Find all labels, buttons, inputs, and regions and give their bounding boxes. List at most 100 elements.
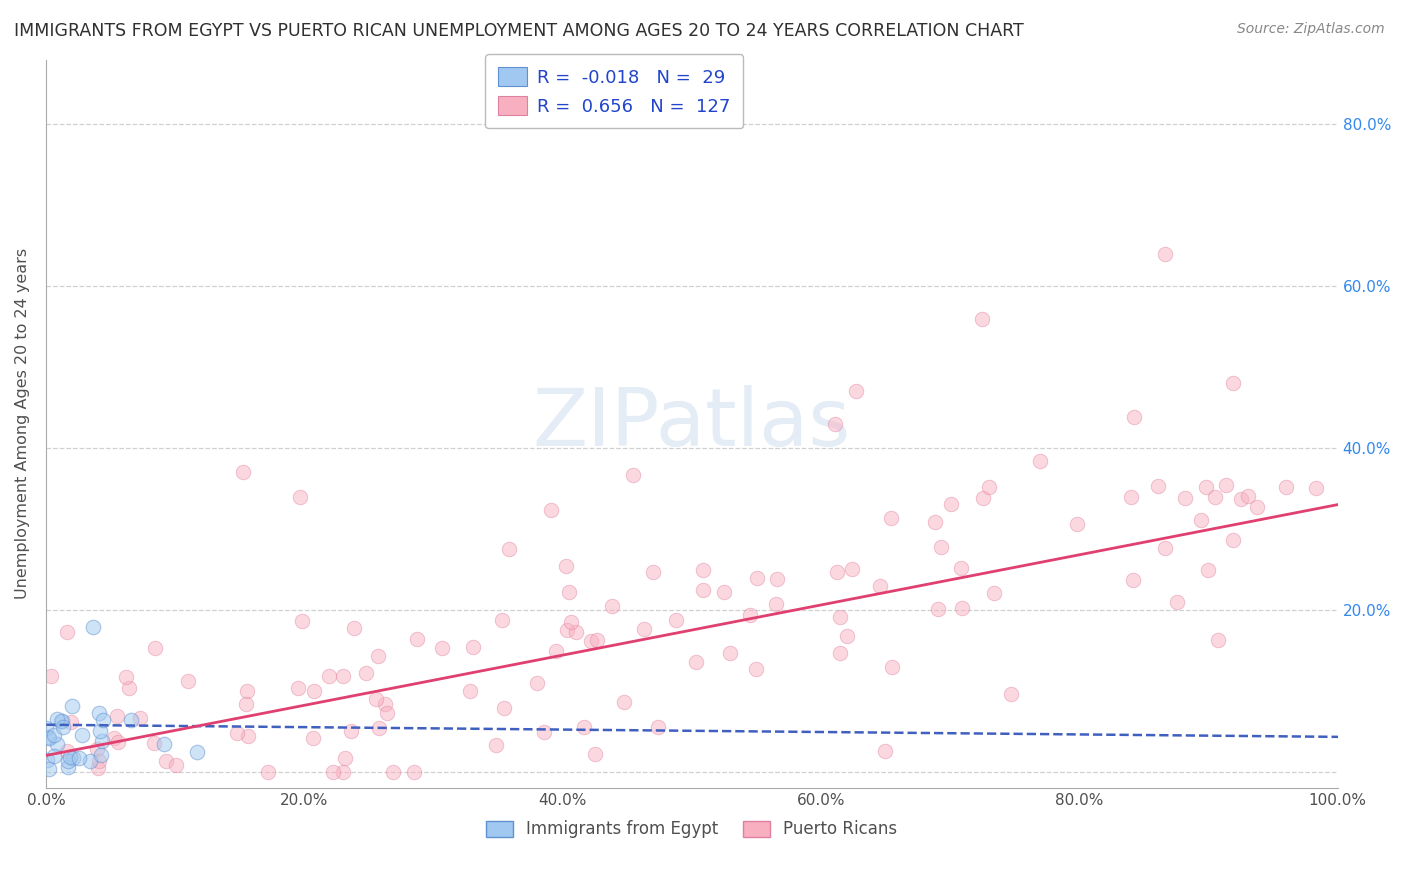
Point (322, 764, 344, 779)
Point (382, 764, 405, 779)
Legend: Immigrants from Egypt, Puerto Ricans: Immigrants from Egypt, Puerto Ricans (479, 814, 904, 845)
Point (38, 763, 60, 777)
Point (939, 497, 962, 511)
Point (375, 706, 398, 721)
Point (343, 621, 366, 635)
Point (1119, 490, 1142, 504)
Point (142, 736, 165, 750)
Point (1195, 480, 1218, 494)
Point (880, 660, 903, 674)
Point (1189, 513, 1212, 527)
Point (713, 585, 735, 599)
Point (745, 571, 768, 585)
Point (1274, 480, 1296, 494)
Point (485, 738, 508, 752)
Point (128, 711, 150, 725)
Point (641, 565, 664, 579)
Point (765, 597, 787, 611)
Point (165, 758, 187, 772)
Point (1206, 632, 1229, 647)
Point (235, 683, 257, 698)
Point (1222, 376, 1244, 391)
Point (406, 632, 429, 647)
Point (613, 695, 636, 709)
Point (301, 731, 323, 746)
Point (35, 721, 58, 735)
Point (91, 733, 114, 747)
Point (226, 726, 249, 740)
Point (692, 583, 714, 598)
Point (533, 725, 555, 739)
Point (579, 634, 602, 648)
Point (89, 706, 111, 721)
Y-axis label: Unemployment Among Ages 20 to 24 years: Unemployment Among Ages 20 to 24 years (15, 248, 30, 599)
Point (1230, 492, 1253, 507)
Point (1154, 541, 1177, 555)
Point (332, 764, 354, 779)
Point (983, 586, 1005, 600)
Point (52, 720, 75, 734)
Point (367, 648, 389, 663)
Point (235, 697, 257, 711)
Point (42, 728, 65, 742)
Point (564, 624, 586, 639)
Point (540, 503, 562, 517)
Point (824, 417, 846, 431)
Point (463, 640, 485, 654)
Point (845, 384, 868, 399)
Point (1166, 595, 1188, 609)
Point (236, 729, 259, 743)
Point (287, 681, 309, 696)
Point (42, 749, 65, 764)
Point (367, 722, 389, 736)
Point (718, 646, 741, 660)
Text: Source: ZipAtlas.com: Source: ZipAtlas.com (1237, 22, 1385, 37)
Point (1204, 490, 1226, 504)
Point (304, 683, 326, 698)
Point (46, 713, 69, 727)
Point (950, 601, 973, 615)
Point (186, 745, 208, 759)
Point (56, 754, 79, 768)
Point (1122, 574, 1144, 588)
Point (107, 735, 129, 749)
Point (56, 760, 79, 774)
Point (90, 748, 112, 763)
Point (1122, 409, 1144, 424)
Point (89, 754, 111, 768)
Point (949, 561, 972, 575)
Point (103, 731, 125, 746)
Point (583, 747, 606, 761)
Point (155, 754, 177, 768)
Point (600, 599, 623, 614)
Point (1154, 247, 1177, 261)
Point (318, 668, 340, 682)
Point (56, 744, 79, 758)
Point (492, 701, 515, 715)
Point (118, 681, 141, 696)
Point (404, 764, 426, 779)
Point (526, 676, 548, 690)
Point (972, 491, 994, 505)
Point (841, 562, 863, 576)
Point (647, 720, 669, 734)
Point (555, 558, 578, 573)
Point (291, 614, 314, 628)
Point (59, 715, 82, 730)
Point (1000, 687, 1022, 701)
Point (86, 742, 108, 756)
Point (1146, 479, 1168, 493)
Point (685, 655, 707, 669)
Point (105, 708, 128, 723)
Point (546, 644, 568, 658)
Point (62, 751, 84, 765)
Point (89, 723, 111, 738)
Point (59, 750, 82, 764)
Point (1197, 563, 1219, 577)
Point (56, 624, 79, 639)
Point (1305, 482, 1327, 496)
Point (115, 670, 138, 684)
Point (585, 632, 607, 647)
Point (51, 714, 73, 728)
Point (288, 490, 311, 504)
